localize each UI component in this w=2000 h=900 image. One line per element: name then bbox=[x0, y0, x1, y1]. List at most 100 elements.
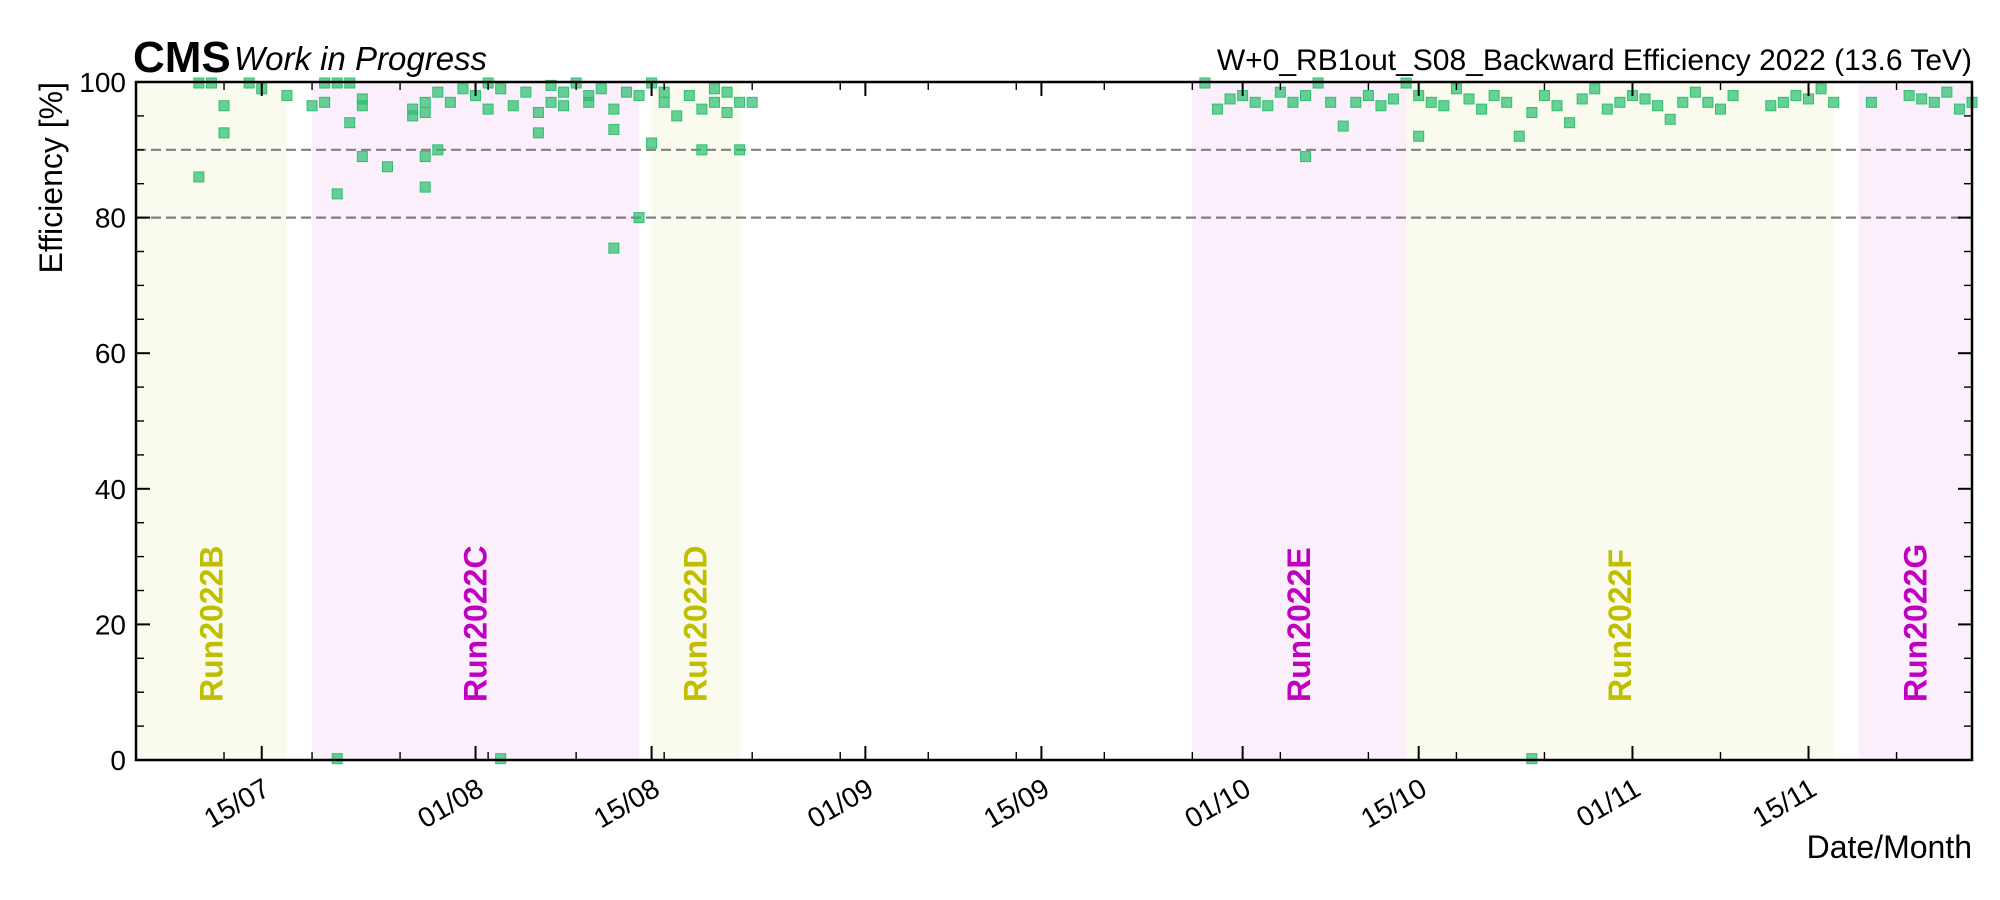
data-point bbox=[583, 96, 595, 108]
data-point bbox=[1865, 96, 1877, 108]
data-point bbox=[1262, 100, 1274, 112]
data-point bbox=[319, 96, 331, 108]
axis-ticks bbox=[135, 81, 1972, 761]
data-point bbox=[1476, 103, 1488, 115]
data-point bbox=[608, 123, 620, 135]
data-point bbox=[721, 107, 733, 119]
run-band bbox=[312, 82, 640, 760]
data-point bbox=[532, 107, 544, 119]
data-point bbox=[1551, 100, 1563, 112]
run-band bbox=[136, 82, 287, 760]
data-point bbox=[1828, 96, 1840, 108]
data-point bbox=[1526, 753, 1538, 765]
data-point bbox=[1765, 100, 1777, 112]
data-point bbox=[721, 86, 733, 98]
data-point bbox=[331, 188, 343, 200]
data-point bbox=[1249, 96, 1261, 108]
x-tick-labels: 15/07 01/08 15/08 01/09 15/09 01/10 15/10 01/11… bbox=[199, 772, 1822, 834]
y-tick-labels: 0 20 40 60 80 100 bbox=[79, 67, 126, 776]
data-point bbox=[1488, 90, 1500, 102]
data-point bbox=[1224, 93, 1236, 105]
chart-title: W+0_RB1out_S08_Backward Efficiency 2022 … bbox=[1217, 44, 1972, 77]
data-point bbox=[708, 83, 720, 95]
data-point bbox=[482, 103, 494, 115]
run-band bbox=[651, 82, 740, 760]
data-point bbox=[746, 96, 758, 108]
data-point bbox=[1664, 113, 1676, 125]
data-point bbox=[419, 181, 431, 193]
run-label: Run2022C bbox=[458, 546, 494, 703]
x-tick-label: 01/10 bbox=[1179, 772, 1255, 834]
data-point bbox=[1325, 96, 1337, 108]
data-point bbox=[331, 753, 343, 765]
data-point bbox=[558, 86, 570, 98]
x-tick-label: 15/10 bbox=[1355, 772, 1431, 834]
data-point bbox=[1953, 103, 1965, 115]
data-point bbox=[1727, 90, 1739, 102]
x-tick-label: 15/08 bbox=[588, 772, 664, 834]
data-point bbox=[1564, 117, 1576, 129]
data-point bbox=[1576, 93, 1588, 105]
data-point bbox=[708, 96, 720, 108]
data-point bbox=[1375, 100, 1387, 112]
run-label: Run2022E bbox=[1281, 547, 1317, 702]
run-label: Run2022F bbox=[1602, 549, 1638, 702]
data-point bbox=[1362, 90, 1374, 102]
data-point bbox=[545, 79, 557, 91]
y-tick-label: 40 bbox=[95, 474, 126, 505]
data-point bbox=[1501, 96, 1513, 108]
x-tick-label: 15/07 bbox=[199, 772, 275, 834]
run-label: Run2022B bbox=[193, 546, 229, 703]
data-point bbox=[633, 90, 645, 102]
data-point bbox=[1337, 120, 1349, 132]
data-point bbox=[520, 86, 532, 98]
data-point bbox=[1601, 103, 1613, 115]
data-point bbox=[658, 96, 670, 108]
y-axis-label: Efficiency [%] bbox=[33, 82, 69, 273]
data-point bbox=[1300, 90, 1312, 102]
y-tick-label: 0 bbox=[110, 745, 126, 776]
data-point bbox=[218, 127, 230, 139]
data-point bbox=[419, 96, 431, 108]
y-tick-label: 80 bbox=[95, 203, 126, 234]
data-point bbox=[1689, 86, 1701, 98]
data-point bbox=[407, 103, 419, 115]
data-point bbox=[1526, 107, 1538, 119]
data-point bbox=[1928, 96, 1940, 108]
data-point bbox=[382, 161, 394, 173]
data-point bbox=[457, 83, 469, 95]
data-point bbox=[218, 100, 230, 112]
data-point bbox=[608, 242, 620, 254]
data-point bbox=[734, 144, 746, 156]
data-point bbox=[281, 90, 293, 102]
x-axis-label: Date/Month bbox=[1807, 829, 1972, 865]
data-point bbox=[419, 107, 431, 119]
data-point bbox=[356, 151, 368, 163]
run-label: Run2022G bbox=[1897, 544, 1933, 702]
data-point bbox=[1413, 130, 1425, 142]
data-point bbox=[1589, 83, 1601, 95]
data-point bbox=[1903, 90, 1915, 102]
x-tick-label: 15/11 bbox=[1747, 772, 1821, 833]
data-point bbox=[1639, 93, 1651, 105]
run-labels: Run2022B Run2022C Run2022D Run2022E Run2022F… bbox=[193, 544, 1933, 702]
data-point bbox=[356, 100, 368, 112]
data-point bbox=[1538, 90, 1550, 102]
data-point bbox=[1463, 93, 1475, 105]
data-point bbox=[1438, 100, 1450, 112]
data-point bbox=[558, 100, 570, 112]
data-point bbox=[507, 100, 519, 112]
data-point bbox=[1350, 96, 1362, 108]
data-point bbox=[1388, 93, 1400, 105]
data-point bbox=[683, 90, 695, 102]
data-point bbox=[1513, 130, 1525, 142]
data-point bbox=[671, 110, 683, 122]
data-point bbox=[696, 103, 708, 115]
data-point bbox=[193, 171, 205, 183]
run-band bbox=[1406, 82, 1834, 760]
data-point bbox=[432, 86, 444, 98]
data-point bbox=[545, 96, 557, 108]
data-point bbox=[344, 117, 356, 129]
data-point bbox=[1300, 151, 1312, 163]
data-point bbox=[620, 86, 632, 98]
